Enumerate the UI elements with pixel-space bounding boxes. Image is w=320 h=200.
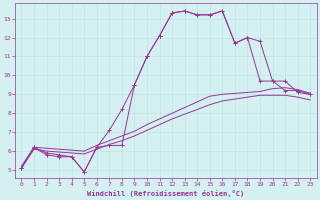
- X-axis label: Windchill (Refroidissement éolien,°C): Windchill (Refroidissement éolien,°C): [87, 190, 244, 197]
